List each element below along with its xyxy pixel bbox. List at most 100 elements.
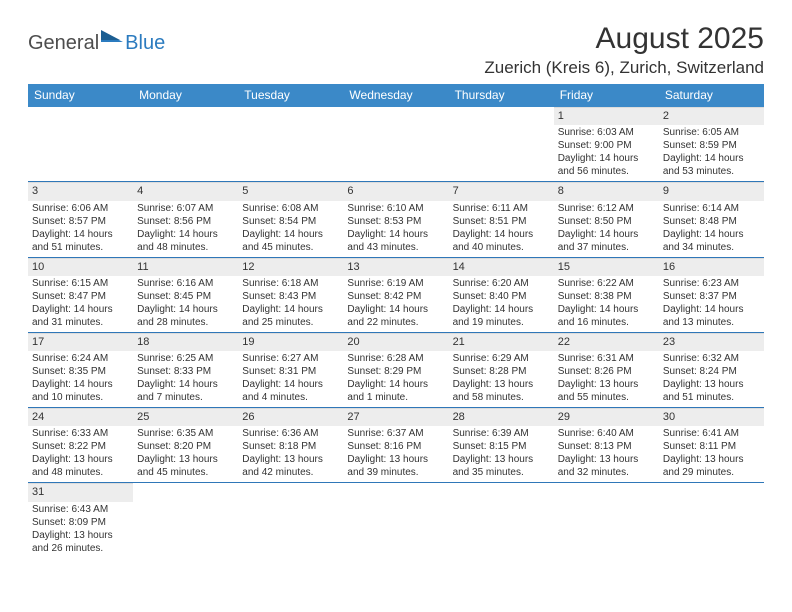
day-line: Sunrise: 6:24 AM [32, 352, 129, 365]
calendar-cell: 15Sunrise: 6:22 AMSunset: 8:38 PMDayligh… [554, 258, 659, 332]
calendar-cell: 30Sunrise: 6:41 AMSunset: 8:11 PMDayligh… [659, 408, 764, 482]
day-line: Daylight: 14 hours and 56 minutes. [558, 152, 655, 178]
day-number: 22 [554, 333, 659, 351]
calendar: Sunday Monday Tuesday Wednesday Thursday… [28, 84, 764, 558]
day-line: Sunrise: 6:07 AM [137, 202, 234, 215]
day-line: Daylight: 13 hours and 26 minutes. [32, 529, 129, 555]
day-line: Sunrise: 6:25 AM [137, 352, 234, 365]
empty-day [449, 107, 554, 123]
day-content: Sunrise: 6:03 AMSunset: 9:00 PMDaylight:… [554, 125, 659, 181]
day-number: 29 [554, 408, 659, 426]
calendar-cell: 2Sunrise: 6:05 AMSunset: 8:59 PMDaylight… [659, 107, 764, 181]
calendar-cell: 7Sunrise: 6:11 AMSunset: 8:51 PMDaylight… [449, 182, 554, 256]
day-number: 24 [28, 408, 133, 426]
day-line: Daylight: 14 hours and 10 minutes. [32, 378, 129, 404]
day-number: 9 [659, 182, 764, 200]
calendar-row: 10Sunrise: 6:15 AMSunset: 8:47 PMDayligh… [28, 258, 764, 333]
day-content: Sunrise: 6:23 AMSunset: 8:37 PMDaylight:… [659, 276, 764, 332]
calendar-cell [28, 107, 133, 181]
day-line: Sunset: 8:29 PM [347, 365, 444, 378]
day-line: Sunrise: 6:29 AM [453, 352, 550, 365]
day-content: Sunrise: 6:12 AMSunset: 8:50 PMDaylight:… [554, 201, 659, 257]
day-content: Sunrise: 6:19 AMSunset: 8:42 PMDaylight:… [343, 276, 448, 332]
calendar-cell [449, 483, 554, 557]
day-line: Sunrise: 6:35 AM [137, 427, 234, 440]
empty-day [28, 107, 133, 123]
day-line: Sunrise: 6:41 AM [663, 427, 760, 440]
day-line: Daylight: 14 hours and 7 minutes. [137, 378, 234, 404]
day-line: Sunrise: 6:28 AM [347, 352, 444, 365]
day-content: Sunrise: 6:06 AMSunset: 8:57 PMDaylight:… [28, 201, 133, 257]
header: General Blue August 2025 Zuerich (Kreis … [28, 22, 764, 78]
day-line: Sunrise: 6:39 AM [453, 427, 550, 440]
calendar-cell: 4Sunrise: 6:07 AMSunset: 8:56 PMDaylight… [133, 182, 238, 256]
day-line: Sunset: 8:40 PM [453, 290, 550, 303]
day-line: Daylight: 13 hours and 35 minutes. [453, 453, 550, 479]
day-line: Sunrise: 6:08 AM [242, 202, 339, 215]
day-number: 31 [28, 483, 133, 501]
day-line: Sunset: 8:31 PM [242, 365, 339, 378]
day-line: Sunrise: 6:03 AM [558, 126, 655, 139]
calendar-cell: 6Sunrise: 6:10 AMSunset: 8:53 PMDaylight… [343, 182, 448, 256]
weekday-header: Sunday [28, 84, 133, 107]
empty-day [343, 107, 448, 123]
day-line: Sunrise: 6:23 AM [663, 277, 760, 290]
day-number: 1 [554, 107, 659, 125]
calendar-cell: 13Sunrise: 6:19 AMSunset: 8:42 PMDayligh… [343, 258, 448, 332]
day-line: Sunrise: 6:20 AM [453, 277, 550, 290]
calendar-body: 1Sunrise: 6:03 AMSunset: 9:00 PMDaylight… [28, 107, 764, 558]
day-line: Daylight: 13 hours and 29 minutes. [663, 453, 760, 479]
logo: General Blue [28, 28, 165, 59]
day-line: Daylight: 14 hours and 53 minutes. [663, 152, 760, 178]
calendar-cell: 5Sunrise: 6:08 AMSunset: 8:54 PMDaylight… [238, 182, 343, 256]
calendar-cell: 3Sunrise: 6:06 AMSunset: 8:57 PMDaylight… [28, 182, 133, 256]
day-line: Sunrise: 6:16 AM [137, 277, 234, 290]
day-line: Daylight: 14 hours and 28 minutes. [137, 303, 234, 329]
calendar-cell: 29Sunrise: 6:40 AMSunset: 8:13 PMDayligh… [554, 408, 659, 482]
day-line: Daylight: 13 hours and 45 minutes. [137, 453, 234, 479]
calendar-cell: 21Sunrise: 6:29 AMSunset: 8:28 PMDayligh… [449, 333, 554, 407]
weekday-header: Saturday [659, 84, 764, 107]
day-number: 30 [659, 408, 764, 426]
calendar-row: 3Sunrise: 6:06 AMSunset: 8:57 PMDaylight… [28, 182, 764, 257]
day-line: Daylight: 14 hours and 48 minutes. [137, 228, 234, 254]
day-line: Sunset: 8:24 PM [663, 365, 760, 378]
day-line: Daylight: 13 hours and 32 minutes. [558, 453, 655, 479]
day-line: Sunrise: 6:05 AM [663, 126, 760, 139]
day-line: Sunset: 8:33 PM [137, 365, 234, 378]
day-line: Sunrise: 6:27 AM [242, 352, 339, 365]
day-line: Sunset: 8:38 PM [558, 290, 655, 303]
calendar-cell: 31Sunrise: 6:43 AMSunset: 8:09 PMDayligh… [28, 483, 133, 557]
day-line: Daylight: 14 hours and 45 minutes. [242, 228, 339, 254]
day-content: Sunrise: 6:31 AMSunset: 8:26 PMDaylight:… [554, 351, 659, 407]
day-line: Sunset: 8:43 PM [242, 290, 339, 303]
day-content: Sunrise: 6:32 AMSunset: 8:24 PMDaylight:… [659, 351, 764, 407]
day-line: Sunset: 8:57 PM [32, 215, 129, 228]
calendar-cell: 10Sunrise: 6:15 AMSunset: 8:47 PMDayligh… [28, 258, 133, 332]
day-number: 27 [343, 408, 448, 426]
day-number: 18 [133, 333, 238, 351]
day-line: Sunset: 8:26 PM [558, 365, 655, 378]
day-content: Sunrise: 6:29 AMSunset: 8:28 PMDaylight:… [449, 351, 554, 407]
day-content: Sunrise: 6:25 AMSunset: 8:33 PMDaylight:… [133, 351, 238, 407]
day-line: Sunrise: 6:12 AM [558, 202, 655, 215]
day-line: Daylight: 13 hours and 58 minutes. [453, 378, 550, 404]
day-number: 19 [238, 333, 343, 351]
day-content: Sunrise: 6:16 AMSunset: 8:45 PMDaylight:… [133, 276, 238, 332]
calendar-cell: 14Sunrise: 6:20 AMSunset: 8:40 PMDayligh… [449, 258, 554, 332]
day-line: Sunset: 8:15 PM [453, 440, 550, 453]
day-number: 11 [133, 258, 238, 276]
calendar-cell: 12Sunrise: 6:18 AMSunset: 8:43 PMDayligh… [238, 258, 343, 332]
day-number: 2 [659, 107, 764, 125]
day-content: Sunrise: 6:08 AMSunset: 8:54 PMDaylight:… [238, 201, 343, 257]
day-content: Sunrise: 6:40 AMSunset: 8:13 PMDaylight:… [554, 426, 659, 482]
title-block: August 2025 Zuerich (Kreis 6), Zurich, S… [484, 22, 764, 78]
calendar-cell: 23Sunrise: 6:32 AMSunset: 8:24 PMDayligh… [659, 333, 764, 407]
day-line: Sunrise: 6:14 AM [663, 202, 760, 215]
calendar-cell [659, 483, 764, 557]
calendar-cell: 22Sunrise: 6:31 AMSunset: 8:26 PMDayligh… [554, 333, 659, 407]
calendar-cell: 26Sunrise: 6:36 AMSunset: 8:18 PMDayligh… [238, 408, 343, 482]
calendar-cell [238, 107, 343, 181]
calendar-row: 24Sunrise: 6:33 AMSunset: 8:22 PMDayligh… [28, 408, 764, 483]
calendar-cell: 19Sunrise: 6:27 AMSunset: 8:31 PMDayligh… [238, 333, 343, 407]
